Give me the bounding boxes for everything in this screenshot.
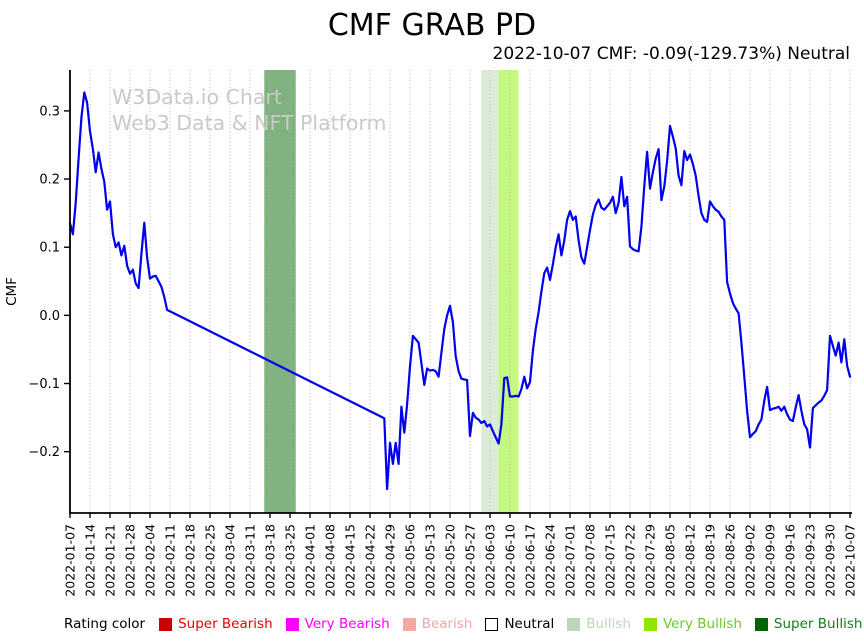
legend-swatch-icon xyxy=(567,617,581,631)
legend-item-bullish: Bullish xyxy=(567,616,631,632)
legend-swatch-icon xyxy=(402,617,416,631)
y-tick-label: 0.1 xyxy=(39,241,60,256)
legend-item-neutral: Neutral xyxy=(485,616,554,632)
x-tick-label: 2022-02-18 xyxy=(183,524,198,597)
legend-swatch-icon xyxy=(485,617,499,631)
x-tick-label: 2022-04-08 xyxy=(323,524,338,597)
x-tick-label: 2022-09-09 xyxy=(763,524,778,597)
x-tick-label: 2022-05-20 xyxy=(443,524,458,597)
x-tick-label: 2022-01-14 xyxy=(83,524,98,597)
x-tick-label: 2022-03-18 xyxy=(263,524,278,597)
x-tick-label: 2022-03-25 xyxy=(283,524,298,597)
chart-subtitle-current-value: 2022-10-07 CMF: -0.09(-129.73%) Neutral xyxy=(492,44,851,64)
legend-item-label: Bullish xyxy=(586,616,631,632)
y-tick-label: −0.2 xyxy=(28,445,60,460)
legend-title: Rating color xyxy=(64,616,146,632)
legend-item-very-bearish: Very Bearish xyxy=(285,616,390,632)
legend-swatch-icon xyxy=(754,617,768,631)
legend-item-label: Super Bullish xyxy=(773,616,863,632)
legend-item-super-bullish: Super Bullish xyxy=(754,616,863,632)
legend-item-label: Neutral xyxy=(504,616,555,632)
x-tick-label: 2022-09-16 xyxy=(783,524,798,597)
legend-item-super-bearish: Super Bearish xyxy=(159,616,273,632)
page-title: CMF GRAB PD xyxy=(327,8,537,43)
x-tick-label: 2022-08-26 xyxy=(723,524,738,597)
legend-item-label: Bearish xyxy=(421,616,473,632)
y-tick-label: −0.1 xyxy=(28,377,60,392)
legend-item-label: Very Bullish xyxy=(662,616,742,632)
y-tick-label: 0.3 xyxy=(39,104,60,119)
x-tick-label: 2022-06-03 xyxy=(483,524,498,597)
x-tick-label: 2022-07-01 xyxy=(563,524,578,597)
y-tick-label: 0.2 xyxy=(39,173,60,188)
legend-item-bearish: Bearish xyxy=(402,616,473,632)
x-tick-label: 2022-05-27 xyxy=(463,524,478,597)
x-tick-label: 2022-06-10 xyxy=(503,524,518,597)
y-tick-label: 0.0 xyxy=(39,309,60,324)
x-tick-label: 2022-02-04 xyxy=(143,524,158,597)
x-tick-label: 2022-06-17 xyxy=(523,524,538,597)
x-tick-label: 2022-02-11 xyxy=(163,524,178,597)
legend-item-label: Very Bearish xyxy=(304,616,390,632)
legend-item-label: Super Bearish xyxy=(178,616,273,632)
x-tick-label: 2022-04-15 xyxy=(343,524,358,597)
x-tick-label: 2022-01-07 xyxy=(63,524,78,597)
legend-item-very-bullish: Very Bullish xyxy=(643,616,742,632)
watermark-line2: Web3 Data & NFT Platform xyxy=(112,111,386,135)
x-tick-label: 2022-04-01 xyxy=(303,524,318,597)
x-tick-label: 2022-05-06 xyxy=(403,524,418,597)
legend-swatch-icon xyxy=(643,617,657,631)
x-tick-label: 2022-03-04 xyxy=(223,524,238,597)
y-axis-label: CMF xyxy=(4,277,20,306)
legend-swatch-icon xyxy=(285,617,299,631)
watermark-line1: W3Data.io Chart xyxy=(112,85,282,109)
x-tick-label: 2022-04-29 xyxy=(383,524,398,597)
rating-band-super-bullish xyxy=(264,70,296,513)
x-tick-label: 2022-07-15 xyxy=(603,524,618,597)
rating-color-legend: Rating color Super Bearish Very Bearish Be… xyxy=(64,616,864,632)
x-tick-label: 2022-02-25 xyxy=(203,524,218,597)
x-tick-label: 2022-01-28 xyxy=(123,524,138,597)
legend-swatch-icon xyxy=(159,617,173,631)
rating-band-very-bullish xyxy=(498,70,519,513)
x-tick-label: 2022-03-11 xyxy=(243,524,258,597)
x-tick-label: 2022-08-19 xyxy=(703,524,718,597)
x-tick-label: 2022-08-05 xyxy=(663,524,678,597)
x-tick-label: 2022-09-30 xyxy=(823,524,838,597)
cmf-line-series xyxy=(68,91,852,491)
x-tick-label: 2022-07-29 xyxy=(643,524,658,597)
x-tick-label: 2022-07-22 xyxy=(623,524,638,597)
x-tick-label: 2022-01-21 xyxy=(103,524,118,597)
x-tick-label: 2022-08-12 xyxy=(683,524,698,597)
x-tick-label: 2022-07-08 xyxy=(583,524,598,597)
x-tick-label: 2022-06-24 xyxy=(543,524,558,597)
x-tick-label: 2022-09-02 xyxy=(743,524,758,597)
x-tick-label: 2022-10-07 xyxy=(843,524,858,597)
x-tick-label: 2022-04-22 xyxy=(363,524,378,597)
x-tick-label: 2022-09-23 xyxy=(803,524,818,597)
x-tick-label: 2022-05-13 xyxy=(423,524,438,597)
